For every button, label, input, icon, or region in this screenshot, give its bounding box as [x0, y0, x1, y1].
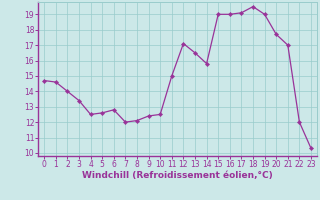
X-axis label: Windchill (Refroidissement éolien,°C): Windchill (Refroidissement éolien,°C) [82, 171, 273, 180]
